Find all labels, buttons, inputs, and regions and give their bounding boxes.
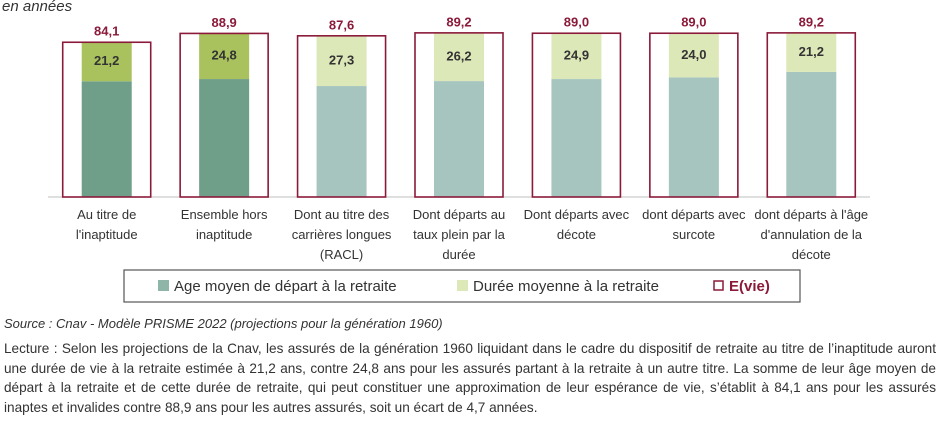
total-outline — [179, 32, 269, 198]
total-label: 89,2 — [446, 14, 471, 29]
legend-label: E(vie) — [729, 278, 770, 295]
bar-segment — [551, 79, 602, 197]
bar-segment — [551, 33, 602, 80]
bar-segment — [199, 33, 250, 80]
x-tick-label: Au titre de l'inaptitude — [75, 207, 138, 242]
x-tick-label: Ensemble hors inaptitude — [180, 207, 268, 242]
total-label: 88,9 — [211, 15, 236, 30]
x-tick-label: dont départs avec surcote — [642, 207, 746, 242]
bar-segment — [199, 79, 250, 197]
total-label: 89,0 — [681, 15, 706, 30]
bar-segment — [668, 33, 719, 78]
x-tick-label: Dont départs avec décote — [523, 207, 630, 242]
total-outline — [61, 41, 152, 198]
total-outline — [766, 32, 857, 198]
segment-label: 24,9 — [564, 48, 589, 63]
total-outline — [414, 32, 504, 198]
legend-label: Durée moyenne à la retraite — [473, 278, 659, 295]
bar-segment — [316, 35, 367, 87]
x-tick-label: Dont départs au taux plein par la durée — [412, 207, 506, 262]
segment-label: 24,0 — [681, 47, 706, 62]
bar-segment — [81, 81, 132, 197]
total-outline — [296, 35, 387, 198]
x-tick-label: Dont au titre des carrières longues (RAC… — [291, 207, 392, 262]
total-outline — [531, 32, 622, 198]
total-label: 89,0 — [564, 15, 589, 30]
source: Source : Cnav - Modèle PRISME 2022 (proj… — [4, 316, 443, 331]
total-outline — [649, 32, 739, 198]
note: Lecture : Selon les projections de la Cn… — [4, 341, 936, 415]
segment-label: 24,8 — [211, 48, 236, 63]
bar-segment — [786, 71, 837, 197]
bar-segment — [316, 86, 367, 197]
bar-segment — [434, 32, 484, 82]
legend-swatch — [713, 280, 724, 291]
total-label: 89,2 — [799, 14, 824, 29]
segment-label: 26,2 — [446, 48, 471, 63]
segment-label: 21,2 — [799, 44, 824, 59]
total-label: 84,1 — [94, 24, 119, 39]
bar-segment — [668, 77, 719, 197]
legend-swatch — [457, 280, 468, 291]
legend-label: Age moyen de départ à la retraite — [174, 278, 397, 295]
legend-swatch — [158, 280, 169, 291]
segment-label: 21,2 — [94, 53, 119, 68]
bar-segment — [786, 32, 837, 72]
total-label: 87,6 — [329, 17, 354, 32]
bar-segment — [434, 81, 484, 197]
bar-segment — [81, 42, 132, 82]
x-tick-label: dont départs à l'âge d'annulation de la … — [754, 207, 869, 262]
segment-label: 27,3 — [329, 52, 354, 67]
subtitle: en années — [2, 0, 73, 15]
